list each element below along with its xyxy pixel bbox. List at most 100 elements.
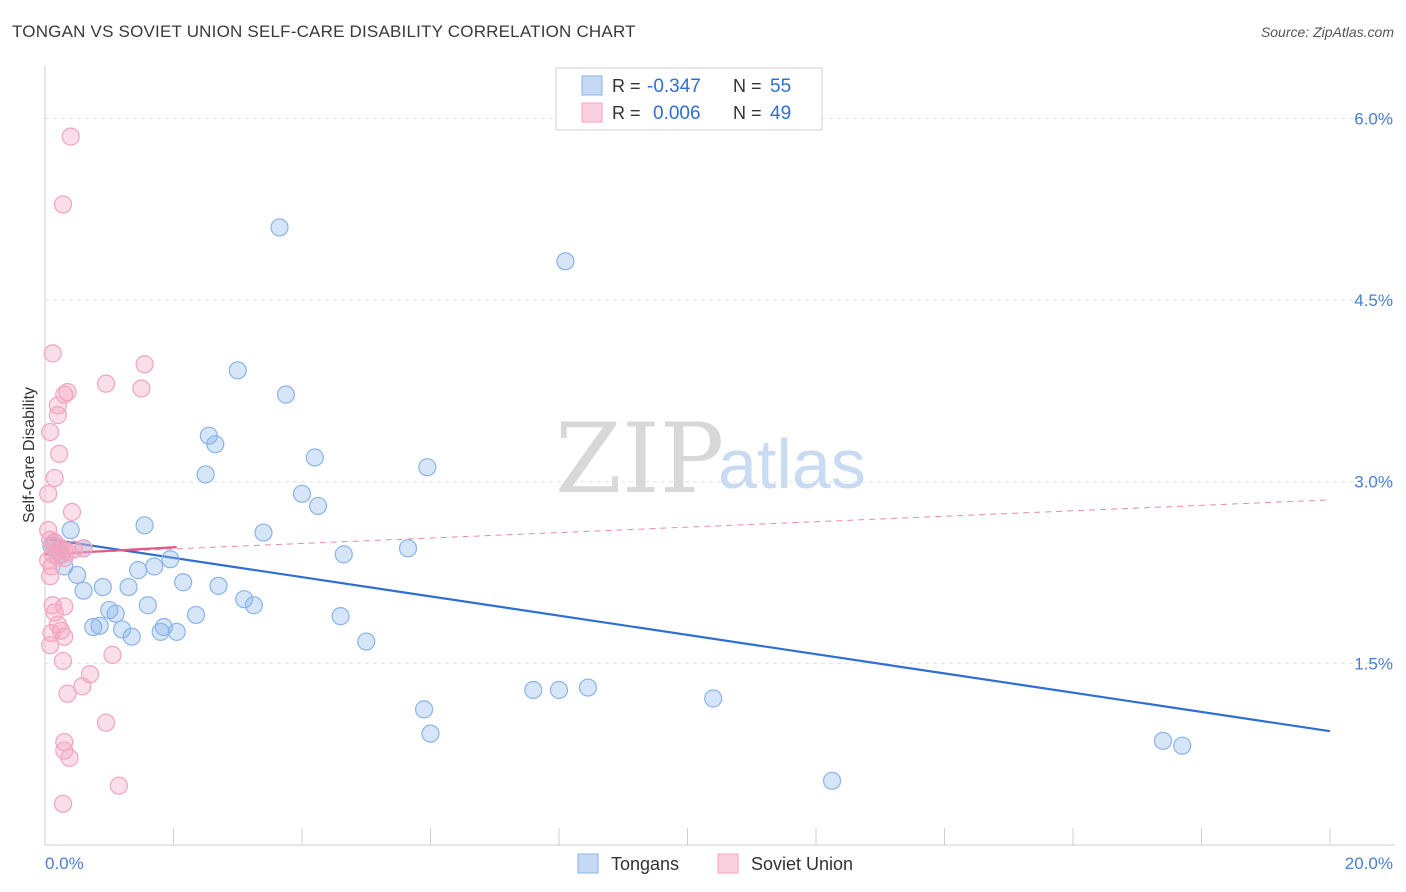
point-tongans-28 [244, 596, 263, 615]
point-tongans-19 [145, 557, 164, 576]
point-tongans-31 [106, 604, 125, 623]
point-tongans-46 [414, 700, 434, 719]
axes [44, 66, 1395, 846]
point-soviet-union-8 [48, 396, 67, 415]
point-soviet-union-7 [132, 379, 151, 398]
point-tongans-44 [578, 678, 598, 697]
point-soviet-union-47 [53, 794, 73, 813]
point-tongans-15 [398, 539, 418, 558]
point-soviet-union-2 [43, 344, 62, 363]
point-soviet-union-25 [74, 539, 93, 558]
legend-swatch-tongans [581, 75, 603, 96]
x-tick-labels: 0.0% 20.0% [45, 854, 1393, 873]
y-tick-label-2: 4.5% [1354, 291, 1393, 310]
point-tongans-50 [822, 771, 842, 790]
legend-r-value-1: -0.347 [647, 76, 701, 97]
point-tongans-40 [122, 627, 141, 646]
point-tongans-45 [704, 689, 723, 708]
x-tick-label-0: 0.0% [45, 854, 84, 873]
point-soviet-union-41 [58, 684, 77, 703]
point-soviet-union-10 [41, 422, 60, 442]
point-tongans-42 [524, 680, 543, 700]
point-soviet-union-4 [96, 374, 116, 393]
point-tongans-38 [151, 622, 170, 641]
legend: R = -0.347 N = 55 R = 0.006 N = 49 [555, 67, 823, 131]
point-tongans-26 [209, 576, 228, 595]
point-soviet-union-23 [48, 547, 67, 566]
point-tongans-0 [270, 218, 289, 237]
chart-title: TONGAN VS SOVIET UNION SELF-CARE DISABIL… [12, 22, 636, 41]
point-tongans-23 [74, 581, 93, 600]
point-soviet-union-48 [45, 533, 64, 552]
point-tongans-33 [331, 607, 350, 626]
point-tongans-41 [357, 632, 376, 651]
y-tick-label-3: 6.0% [1354, 109, 1393, 128]
point-tongans-17 [161, 550, 180, 569]
point-tongans-16 [334, 545, 353, 564]
point-tongans-21 [68, 565, 87, 585]
legend-swatch-soviet-union [581, 102, 603, 123]
point-soviet-union-13 [39, 484, 58, 503]
legend-r-label-2: R = [612, 103, 641, 123]
legend-n-value-2: 49 [770, 103, 791, 124]
point-tongans-8 [196, 465, 215, 484]
point-soviet-union-12 [45, 468, 64, 488]
point-tongans-29 [138, 596, 157, 615]
point-tongans-37 [112, 620, 132, 639]
point-soviet-union-3 [135, 355, 154, 374]
series-swatch-tongans [577, 853, 599, 874]
point-tongans-47 [421, 724, 440, 743]
point-tongans-43 [549, 680, 569, 700]
y-tick-label-1: 3.0% [1354, 473, 1393, 492]
point-soviet-union-27 [42, 557, 61, 576]
point-soviet-union-1 [53, 195, 73, 214]
series-swatch-soviet-union [717, 853, 739, 874]
point-tongans-49 [1173, 736, 1192, 755]
source-note: Source: ZipAtlas.com [1260, 24, 1394, 40]
point-soviet-union-35 [55, 627, 74, 646]
point-soviet-union-46 [109, 776, 128, 795]
point-tongans-9 [292, 484, 312, 503]
point-soviet-union-14 [62, 502, 82, 522]
legend-r-label-1: R = [612, 76, 641, 96]
point-tongans-13 [254, 523, 273, 542]
point-soviet-union-38 [53, 651, 73, 671]
point-soviet-union-0 [61, 127, 80, 146]
series-label-soviet-union: Soviet Union [751, 854, 853, 874]
point-tongans-1 [556, 252, 575, 271]
point-tongans-39 [167, 622, 186, 641]
point-tongans-10 [308, 496, 328, 516]
point-tongans-12 [61, 521, 80, 540]
series-label-tongans: Tongans [611, 854, 679, 874]
legend-n-label-1: N = [733, 76, 762, 96]
watermark-atlas: atlas [718, 425, 866, 503]
point-tongans-25 [93, 577, 112, 597]
point-tongans-5 [206, 435, 225, 454]
trend-line-tongans [44, 537, 1331, 733]
point-soviet-union-36 [41, 636, 60, 655]
y-tick-labels: 1.5% 3.0% 4.5% 6.0% [1354, 109, 1393, 673]
point-tongans-20 [129, 561, 148, 580]
point-tongans-22 [174, 573, 193, 592]
point-soviet-union-6 [58, 383, 77, 402]
point-tongans-11 [135, 516, 154, 535]
x-tick-label-1: 20.0% [1345, 854, 1393, 873]
point-soviet-union-9 [48, 406, 67, 425]
trend-line-soviet-union [44, 546, 177, 556]
series-legend: Tongans Soviet Union [577, 853, 853, 874]
y-tick-label-0: 1.5% [1354, 654, 1393, 673]
point-soviet-union-30 [55, 597, 74, 616]
watermark-zip: ZIP [555, 403, 724, 515]
point-tongans-2 [228, 361, 247, 380]
point-soviet-union-37 [103, 645, 122, 664]
legend-n-label-2: N = [733, 103, 762, 123]
point-soviet-union-29 [43, 596, 62, 615]
data-points [39, 127, 1192, 813]
point-tongans-48 [1153, 731, 1173, 750]
point-soviet-union-45 [60, 748, 79, 767]
point-tongans-3 [276, 385, 296, 404]
point-tongans-35 [84, 617, 103, 637]
point-tongans-7 [418, 458, 437, 477]
trend-line-soviet-union-extended [44, 499, 1331, 555]
